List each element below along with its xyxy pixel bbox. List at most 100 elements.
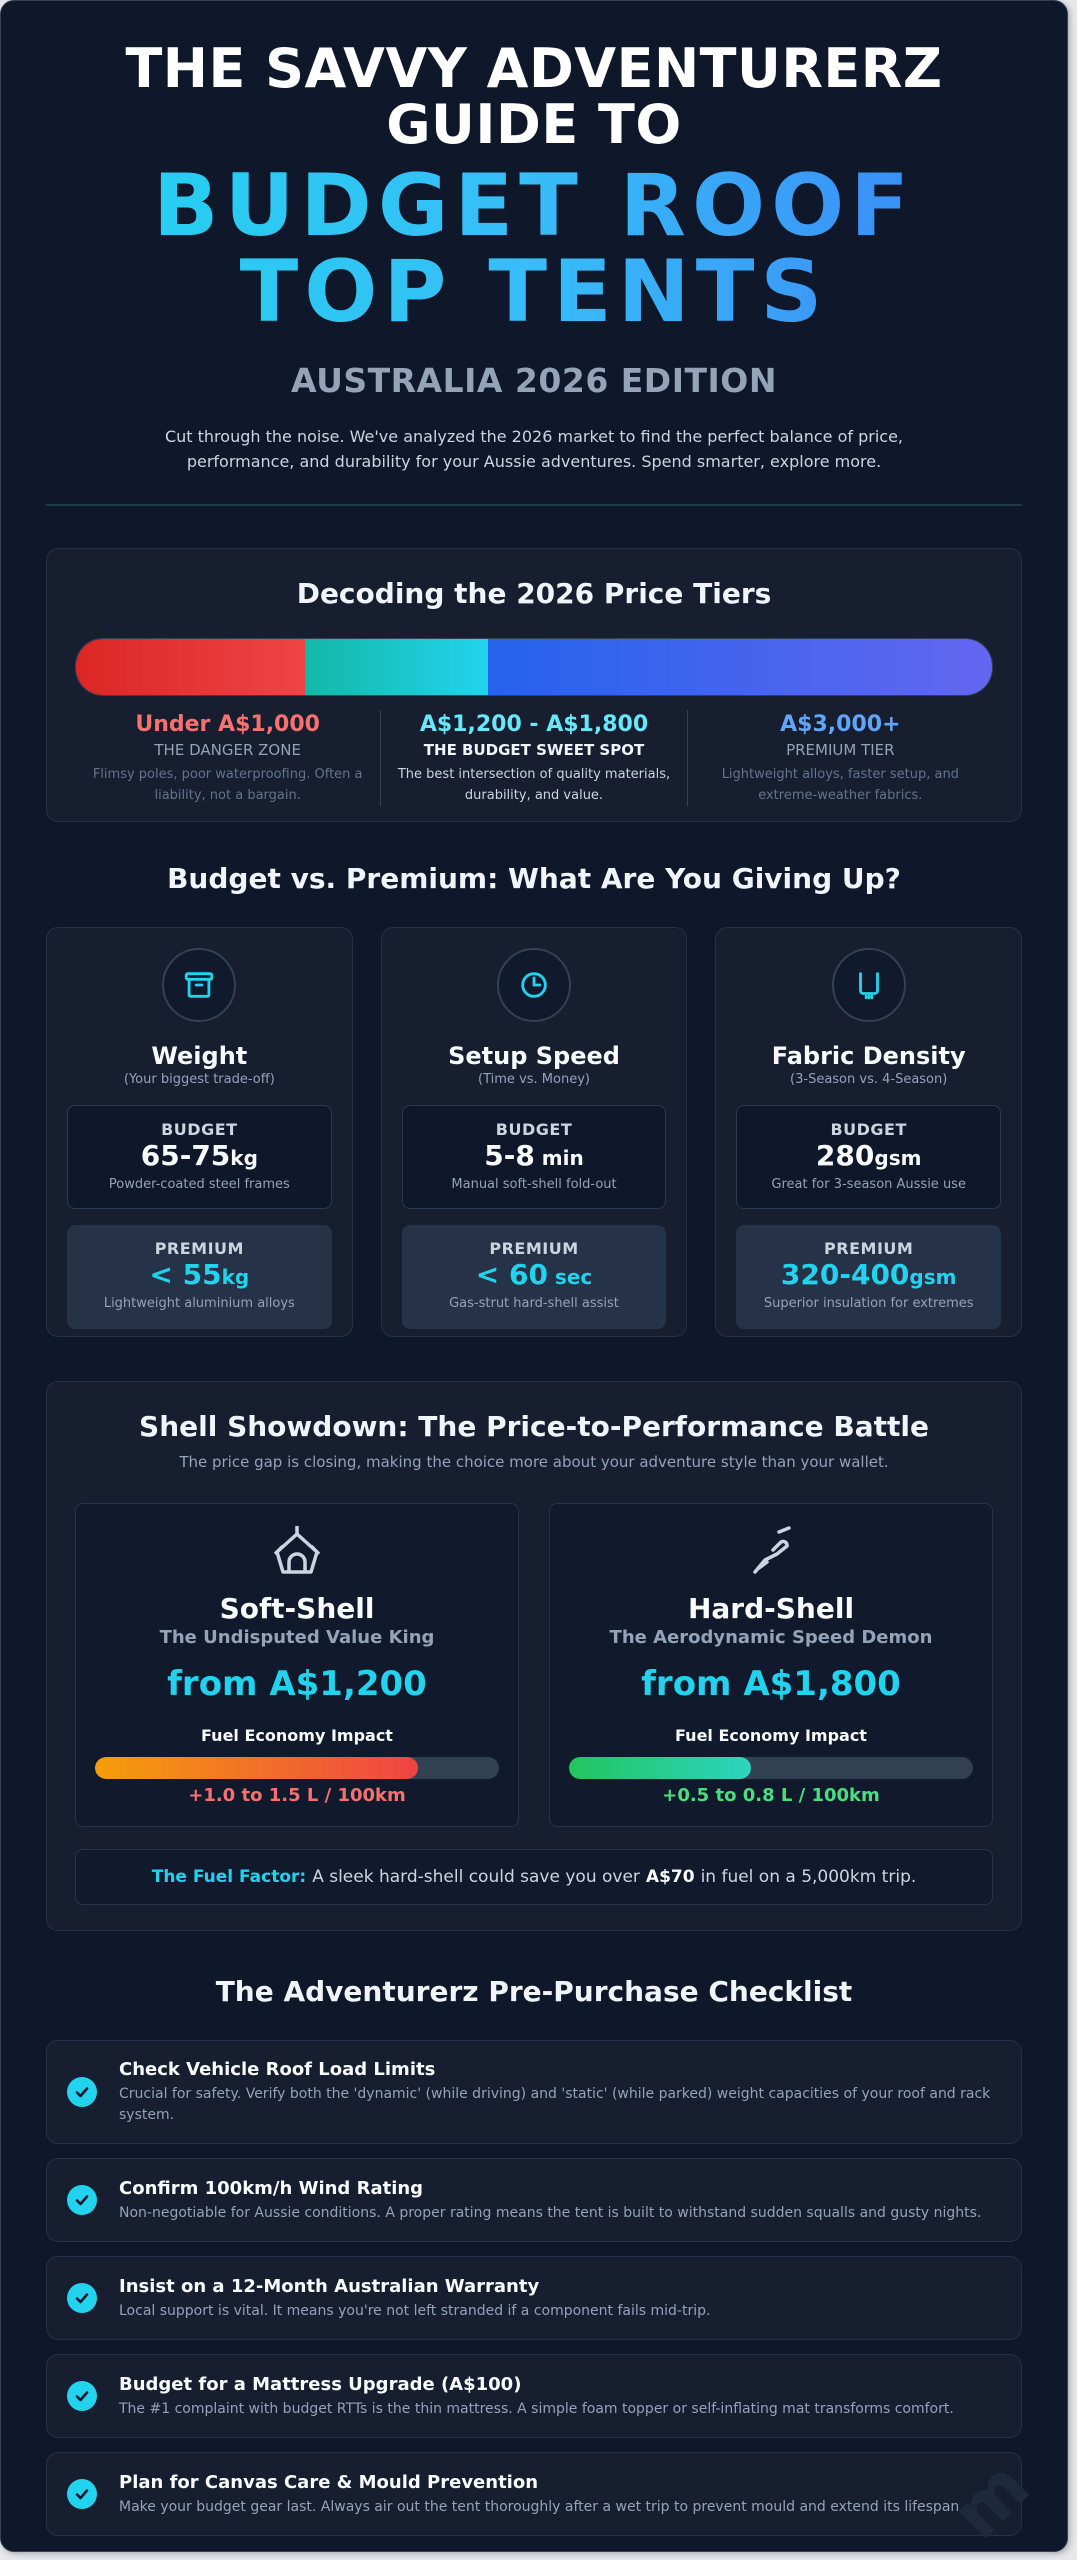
card-hint: (Time vs. Money)	[478, 1072, 590, 1087]
checklist-item-title: Budget for a Mattress Upgrade (A$100)	[119, 2373, 522, 2395]
premium-spec: PREMIUM < 55kg Lightweight aluminium all…	[67, 1225, 332, 1329]
checklist-item-desc: Non-negotiable for Aussie conditions. A …	[119, 2204, 982, 2221]
premium-tag: PREMIUM	[154, 1239, 244, 1258]
premium-tag: PREMIUM	[824, 1239, 914, 1258]
shell-tagline: The Undisputed Value King	[159, 1627, 435, 1648]
soft-shell-card: Soft-Shell The Undisputed Value King fro…	[75, 1503, 519, 1827]
card-hint: (Your biggest trade-off)	[123, 1072, 275, 1087]
spec-note: Powder-coated steel frames	[108, 1177, 290, 1192]
checklist-item: Budget for a Mattress Upgrade (A$100) Th…	[46, 2354, 1022, 2438]
card-hint: (3-Season vs. 4-Season)	[790, 1072, 948, 1087]
tier-bar-premium	[488, 639, 992, 695]
shell-tagline: The Aerodynamic Speed Demon	[609, 1627, 933, 1648]
tier-desc: The best intersection of quality materia…	[397, 767, 671, 803]
spec-note: Great for 3-season Aussie use	[771, 1177, 966, 1192]
checklist-item-title: Check Vehicle Roof Load Limits	[119, 2059, 436, 2080]
fuel-factor-callout: The Fuel Factor: A sleek hard-shell coul…	[75, 1849, 993, 1905]
checklist-item: Plan for Canvas Care & Mould Prevention …	[46, 2452, 1022, 2536]
fuel-factor-label: The Fuel Factor:	[151, 1867, 307, 1887]
box-icon	[185, 972, 214, 998]
shell-showdown-title: Shell Showdown: The Price-to-Performance…	[139, 1410, 929, 1443]
checklist-item: Check Vehicle Roof Load Limits Crucial f…	[46, 2040, 1022, 2144]
shell-price: from A$1,800	[641, 1664, 901, 1704]
checklist-item-desc: Make your budget gear last. Always air o…	[119, 2498, 964, 2515]
tent-icon	[273, 1526, 321, 1574]
spec-note: Gas-strut hard-shell assist	[449, 1296, 619, 1311]
premium-spec: PREMIUM 320-400gsm Superior insulation f…	[736, 1225, 1002, 1329]
title-line-1: THE SAVVY ADVENTURERZ GUIDE TO	[125, 37, 943, 156]
checklist: Check Vehicle Roof Load Limits Crucial f…	[46, 2040, 1022, 2536]
checklist-title: The Adventurerz Pre-Purchase Checklist	[215, 1975, 853, 2008]
aerodynamic-icon	[753, 1526, 791, 1574]
comparison-card-setup-speed: Setup Speed (Time vs. Money) BUDGET 5-8 …	[380, 927, 688, 1337]
fuel-impact-bar	[95, 1757, 499, 1779]
shell-name: Hard-Shell	[687, 1592, 855, 1625]
fuel-impact-fill	[569, 1757, 751, 1779]
price-tiers-title: Decoding the 2026 Price Tiers	[296, 577, 772, 610]
spec-value: < 60	[475, 1258, 548, 1291]
budget-tag: BUDGET	[830, 1120, 907, 1139]
tier-desc: Flimsy poles, poor waterproofing. Often …	[92, 767, 363, 803]
tier-desc: Lightweight alloys, faster setup, and ex…	[721, 767, 959, 803]
edition-subtitle: AUSTRALIA 2026 EDITION	[291, 361, 777, 400]
tier-bar-danger	[76, 639, 305, 695]
tier-label: THE BUDGET SWEET SPOT	[423, 741, 645, 759]
card-title: Setup Speed	[448, 1042, 620, 1070]
check-icon	[67, 2479, 97, 2509]
check-icon	[67, 2381, 97, 2411]
tier-price: A$3,000+	[780, 712, 901, 737]
spec-unit: min	[534, 1146, 584, 1170]
price-tiers-card: Decoding the 2026 Price Tiers Under A$1,…	[46, 548, 1022, 822]
card-title: Weight	[151, 1042, 248, 1070]
check-icon	[67, 2185, 97, 2215]
checklist-item-title: Insist on a 12-Month Australian Warranty	[119, 2275, 540, 2297]
clock-icon	[521, 972, 547, 998]
check-icon	[67, 2077, 97, 2107]
spec-unit: kg	[221, 1265, 250, 1289]
spec-note: Superior insulation for extremes	[763, 1296, 974, 1311]
fuel-impact-value: +1.0 to 1.5 L / 100km	[188, 1785, 406, 1806]
tier-sweet-spot: A$1,200 - A$1,800 THE BUDGET SWEET SPOT …	[380, 710, 686, 806]
checklist-item-title: Confirm 100km/h Wind Rating	[119, 2177, 424, 2199]
shell-price: from A$1,200	[167, 1664, 427, 1704]
checklist-item: Insist on a 12-Month Australian Warranty…	[46, 2256, 1022, 2340]
spec-unit: sec	[547, 1265, 593, 1289]
tier-label: PREMIUM TIER	[786, 741, 895, 759]
price-tier-bar	[75, 638, 993, 696]
shell-showdown-card: Shell Showdown: The Price-to-Performance…	[46, 1381, 1022, 1931]
hard-shell-card: Hard-Shell The Aerodynamic Speed Demon f…	[549, 1503, 993, 1827]
checklist-item-desc: The #1 complaint with budget RTTs is the…	[119, 2400, 954, 2417]
checklist-item-desc: Local support is vital. It means you're …	[119, 2302, 711, 2319]
spec-value: 320-400	[780, 1258, 910, 1291]
checklist-item: Confirm 100km/h Wind Rating Non-negotiab…	[46, 2158, 1022, 2242]
fuel-impact-fill	[95, 1757, 419, 1779]
fuel-impact-bar	[569, 1757, 973, 1779]
intro-text: Cut through the noise. We've analyzed th…	[164, 427, 904, 471]
budget-spec: BUDGET 5-8 min Manual soft-shell fold-ou…	[401, 1105, 667, 1209]
shell-name: Soft-Shell	[219, 1592, 375, 1625]
header-divider	[46, 504, 1022, 506]
spec-unit: kg	[230, 1146, 258, 1170]
tier-bar-sweet-spot	[305, 639, 489, 695]
comparison-card-fabric-density: Fabric Density (3-Season vs. 4-Season) B…	[715, 927, 1023, 1337]
tier-danger: Under A$1,000 THE DANGER ZONE Flimsy pol…	[75, 710, 380, 806]
premium-tag: PREMIUM	[489, 1239, 579, 1258]
checklist-item-title: Plan for Canvas Care & Mould Prevention	[119, 2471, 539, 2493]
tier-price: Under A$1,000	[135, 712, 320, 737]
budget-tag: BUDGET	[495, 1120, 573, 1139]
budget-spec: BUDGET 280gsm Great for 3-season Aussie …	[736, 1105, 1002, 1209]
budget-spec: BUDGET 65-75kg Powder-coated steel frame…	[67, 1105, 332, 1209]
checklist-item-desc: Crucial for safety. Verify both the 'dyn…	[119, 2086, 991, 2123]
fuel-impact-value: +0.5 to 0.8 L / 100km	[662, 1785, 880, 1806]
spec-value: < 55	[149, 1258, 222, 1291]
budget-vs-premium-title: Budget vs. Premium: What Are You Giving …	[167, 862, 901, 895]
fabric-icon	[858, 972, 879, 1000]
comparison-card-weight: Weight (Your biggest trade-off) BUDGET 6…	[46, 927, 353, 1337]
fuel-label: Fuel Economy Impact	[201, 1726, 393, 1745]
spec-value: 5-8	[484, 1139, 535, 1172]
tier-label: THE DANGER ZONE	[154, 741, 301, 759]
fuel-factor-text-end: in fuel on a 5,000km trip.	[700, 1867, 917, 1887]
tier-premium: A$3,000+ PREMIUM TIER Lightweight alloys…	[686, 710, 993, 806]
premium-spec: PREMIUM < 60 sec Gas-strut hard-shell as…	[401, 1225, 667, 1329]
